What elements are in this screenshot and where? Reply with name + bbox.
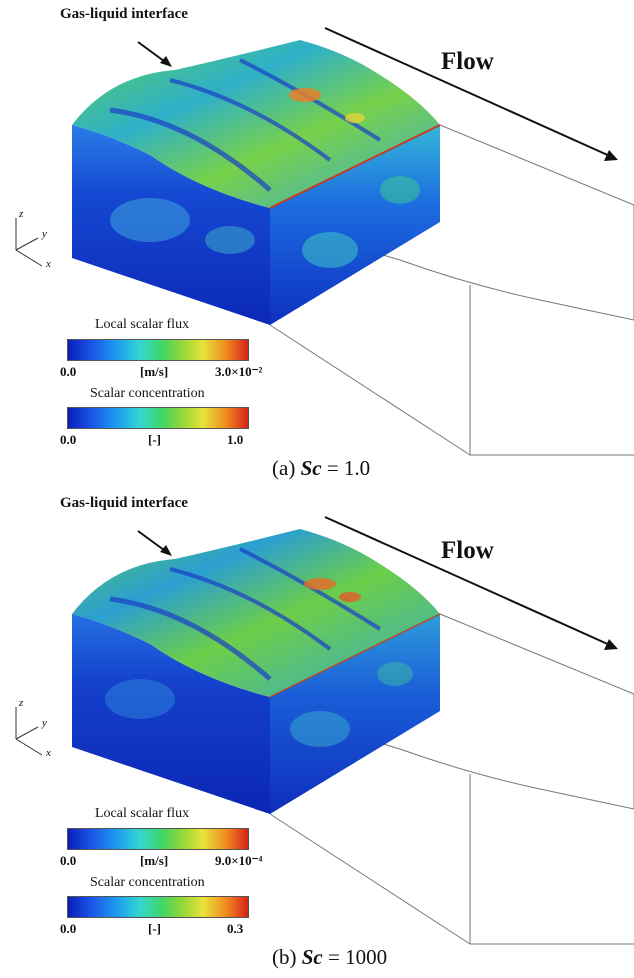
flow-label: Flow [441,537,494,564]
axis-y-label: y [42,228,47,240]
caption-value: = 1.0 [326,456,371,480]
flux-colorbar-min: 0.0 [60,853,77,868]
panel-caption: (a) Sc = 1.0 [272,456,370,481]
interface-label: Gas-liquid interface [60,495,188,511]
flow-arrow [324,27,613,158]
axis-z-label: z [19,208,24,220]
flux-colorbar-unit: [m/s] [140,853,169,868]
flux-colorbar-title: Local scalar flux [95,317,190,332]
caption-value: = 1000 [328,945,388,969]
axis-z-label: z [19,697,24,709]
axis-triad [15,218,43,267]
flux-colorbar-title: Local scalar flux [95,806,190,821]
block-side-face [270,125,440,325]
interface-surface [72,40,440,208]
flux-colorbar [67,828,249,850]
conc-colorbar [67,407,249,429]
conc-colorbar-unit: [-] [148,432,161,447]
conc-colorbar-max: 0.3 [227,921,244,936]
flow-arrow [324,516,613,647]
conc-colorbar-title: Scalar concentration [90,386,205,401]
axis-x-label: x [46,258,51,270]
flux-colorbar-max: 3.0×10⁻² [215,364,263,379]
flux-colorbar-max: 9.0×10⁻⁴ [215,853,263,868]
simulation-scene [15,27,634,456]
simulation-scene [15,516,634,945]
axis-y-label: y [42,717,47,729]
flow-label: Flow [441,48,494,75]
panel-sc-1: Gas-liquid interface Flow z y x Local sc… [15,6,634,481]
block-side-face [270,614,440,814]
caption-variable: Sc [300,456,322,480]
flux-colorbar [67,339,249,361]
axis-x-label: x [46,747,51,759]
axis-triad [15,707,43,756]
panel-sc-1000: Gas-liquid interface Flow z y x Local sc… [0,489,634,978]
caption-variable: Sc [301,945,323,969]
conc-colorbar-min: 0.0 [60,432,77,447]
conc-colorbar [67,896,249,918]
conc-colorbar-title: Scalar concentration [90,875,205,890]
block-front-face [72,614,270,814]
interface-label: Gas-liquid interface [60,6,188,22]
caption-prefix: (a) [272,456,296,480]
caption-prefix: (b) [272,945,297,969]
conc-colorbar-min: 0.0 [60,921,77,936]
conc-colorbar-unit: [-] [148,921,161,936]
interface-surface [72,529,440,697]
flux-colorbar-unit: [m/s] [140,364,169,379]
conc-colorbar-max: 1.0 [227,432,244,447]
flux-colorbar-min: 0.0 [60,364,77,379]
panel-caption: (b) Sc = 1000 [272,945,387,970]
